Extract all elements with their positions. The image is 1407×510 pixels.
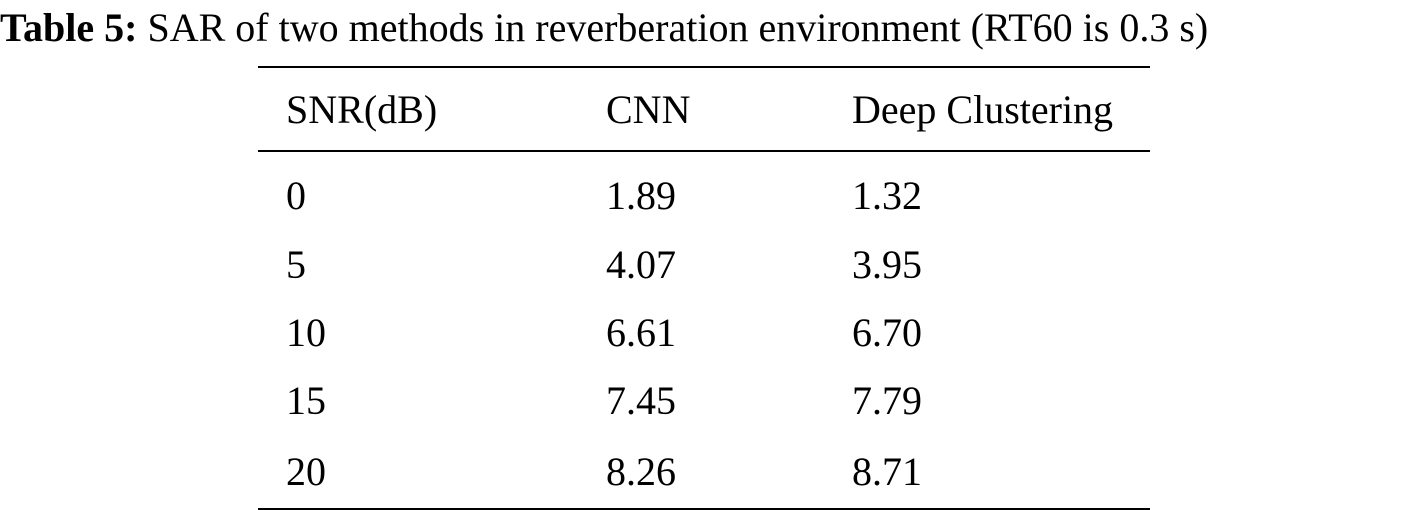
- cell-deep-clustering: 1.32: [852, 172, 922, 218]
- table-caption: Table 5: SAR of two methods in reverberat…: [0, 4, 1407, 52]
- caption-text: SAR of two methods in reverberation envi…: [147, 5, 1209, 50]
- cell-cnn: 1.89: [606, 172, 676, 218]
- header-cnn: CNN: [606, 86, 691, 132]
- table-row: 0 1.89 1.32: [258, 151, 1150, 230]
- cell-cnn: 6.61: [606, 309, 676, 355]
- data-table-container: SNR(dB) CNN Deep Clustering 0 1.89 1.32 …: [258, 66, 1150, 510]
- cell-deep-clustering: 8.71: [852, 448, 922, 494]
- cell-cnn: 7.45: [606, 377, 676, 423]
- caption-label: Table 5:: [0, 5, 138, 50]
- table-row: 5 4.07 3.95: [258, 230, 1150, 298]
- cell-snr: 0: [286, 172, 306, 218]
- cell-cnn: 8.26: [606, 448, 676, 494]
- table-body: 0 1.89 1.32 5 4.07 3.95 10 6.61 6.70 15 …: [258, 151, 1150, 509]
- cell-snr: 5: [286, 241, 306, 287]
- cell-deep-clustering: 3.95: [852, 241, 922, 287]
- sar-table: SNR(dB) CNN Deep Clustering 0 1.89 1.32 …: [258, 66, 1150, 510]
- header-deep-clustering: Deep Clustering: [852, 86, 1114, 132]
- table-row: 15 7.45 7.79: [258, 366, 1150, 434]
- table-row: 10 6.61 6.70: [258, 298, 1150, 366]
- cell-snr: 10: [286, 309, 326, 355]
- header-row: SNR(dB) CNN Deep Clustering: [258, 67, 1150, 151]
- table-row: 20 8.26 8.71: [258, 434, 1150, 509]
- header-snr: SNR(dB): [286, 86, 438, 132]
- cell-snr: 20: [286, 448, 326, 494]
- cell-deep-clustering: 6.70: [852, 309, 922, 355]
- table-header: SNR(dB) CNN Deep Clustering: [258, 67, 1150, 151]
- cell-cnn: 4.07: [606, 241, 676, 287]
- cell-deep-clustering: 7.79: [852, 377, 922, 423]
- cell-snr: 15: [286, 377, 326, 423]
